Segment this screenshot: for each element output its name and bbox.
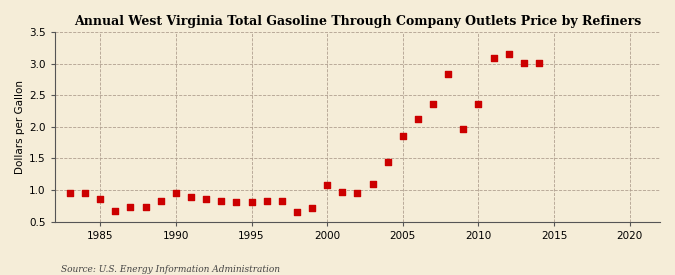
Point xyxy=(428,102,439,106)
Point xyxy=(504,52,514,57)
Point xyxy=(276,199,287,204)
Point xyxy=(140,204,151,209)
Point xyxy=(125,205,136,209)
Point xyxy=(231,200,242,204)
Point xyxy=(322,183,333,187)
Point xyxy=(95,196,105,201)
Point xyxy=(398,133,408,138)
Point xyxy=(80,191,90,195)
Point xyxy=(443,72,454,76)
Point xyxy=(352,191,362,195)
Point xyxy=(65,191,76,195)
Point xyxy=(292,210,302,214)
Point xyxy=(261,199,272,203)
Point xyxy=(171,191,182,196)
Point xyxy=(488,55,499,60)
Point xyxy=(458,127,468,131)
Title: Annual West Virginia Total Gasoline Through Company Outlets Price by Refiners: Annual West Virginia Total Gasoline Thro… xyxy=(74,15,641,28)
Point xyxy=(382,160,393,164)
Point xyxy=(200,197,211,202)
Point xyxy=(533,61,544,65)
Point xyxy=(186,195,196,200)
Text: Source: U.S. Energy Information Administration: Source: U.S. Energy Information Administ… xyxy=(61,265,279,274)
Point xyxy=(306,206,317,210)
Point xyxy=(246,200,257,204)
Point xyxy=(110,209,121,213)
Point xyxy=(473,102,484,106)
Point xyxy=(518,61,529,65)
Point xyxy=(412,116,423,121)
Point xyxy=(337,189,348,194)
Y-axis label: Dollars per Gallon: Dollars per Gallon xyxy=(15,80,25,174)
Point xyxy=(367,182,378,186)
Point xyxy=(155,199,166,204)
Point xyxy=(216,198,227,203)
